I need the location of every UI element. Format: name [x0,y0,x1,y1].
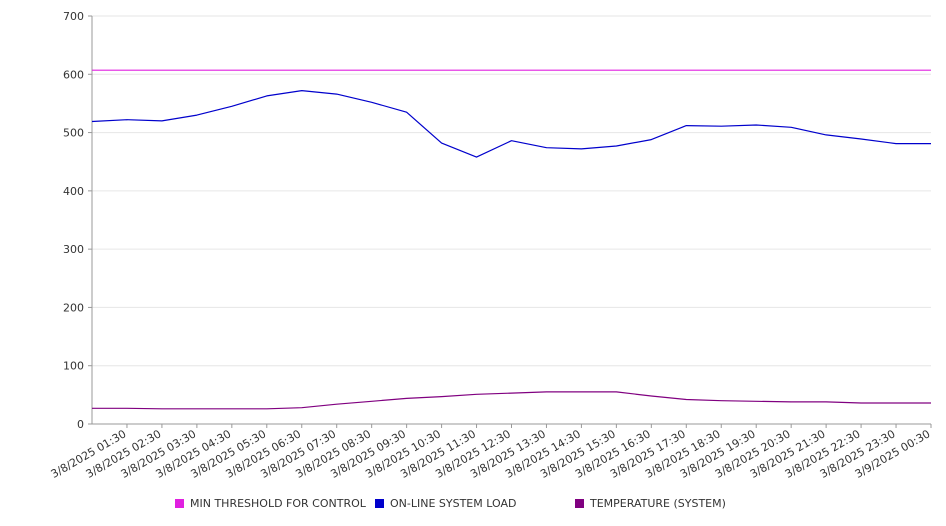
legend-item-min-threshold[interactable]: MIN THRESHOLD FOR CONTROL [175,497,366,510]
x-axis-ticks: 3/8/2025 01:303/8/2025 02:303/8/2025 03:… [49,424,933,481]
legend-label-min-threshold: MIN THRESHOLD FOR CONTROL [190,497,366,510]
y-tick-label-7: 700 [63,10,84,23]
axes [91,16,931,425]
y-tick-label-3: 300 [63,243,84,256]
series-line-1 [91,89,931,158]
y-tick-label-1: 100 [63,360,84,373]
legend-item-system-load[interactable]: ON-LINE SYSTEM LOAD [375,497,516,510]
y-axis-ticks: 0 100 200 300 400 500 600 700 [63,10,92,431]
series-line-2 [92,391,931,410]
legend-swatch-min-threshold [175,499,184,508]
legend: MIN THRESHOLD FOR CONTROL ON-LINE SYSTEM… [0,497,946,515]
legend-swatch-system-load [375,499,384,508]
y-tick-label-0: 0 [77,418,84,431]
y-tick-label-6: 600 [63,68,84,81]
legend-item-temperature[interactable]: TEMPERATURE (SYSTEM) [575,497,726,510]
legend-swatch-temperature [575,499,584,508]
grid-lines [92,15,931,367]
legend-label-system-load: ON-LINE SYSTEM LOAD [390,497,517,510]
legend-label-temperature: TEMPERATURE (SYSTEM) [590,497,726,510]
y-tick-label-2: 200 [63,301,84,314]
y-tick-label-4: 400 [63,185,84,198]
series-lines [91,69,931,410]
y-tick-label-5: 500 [63,127,84,140]
